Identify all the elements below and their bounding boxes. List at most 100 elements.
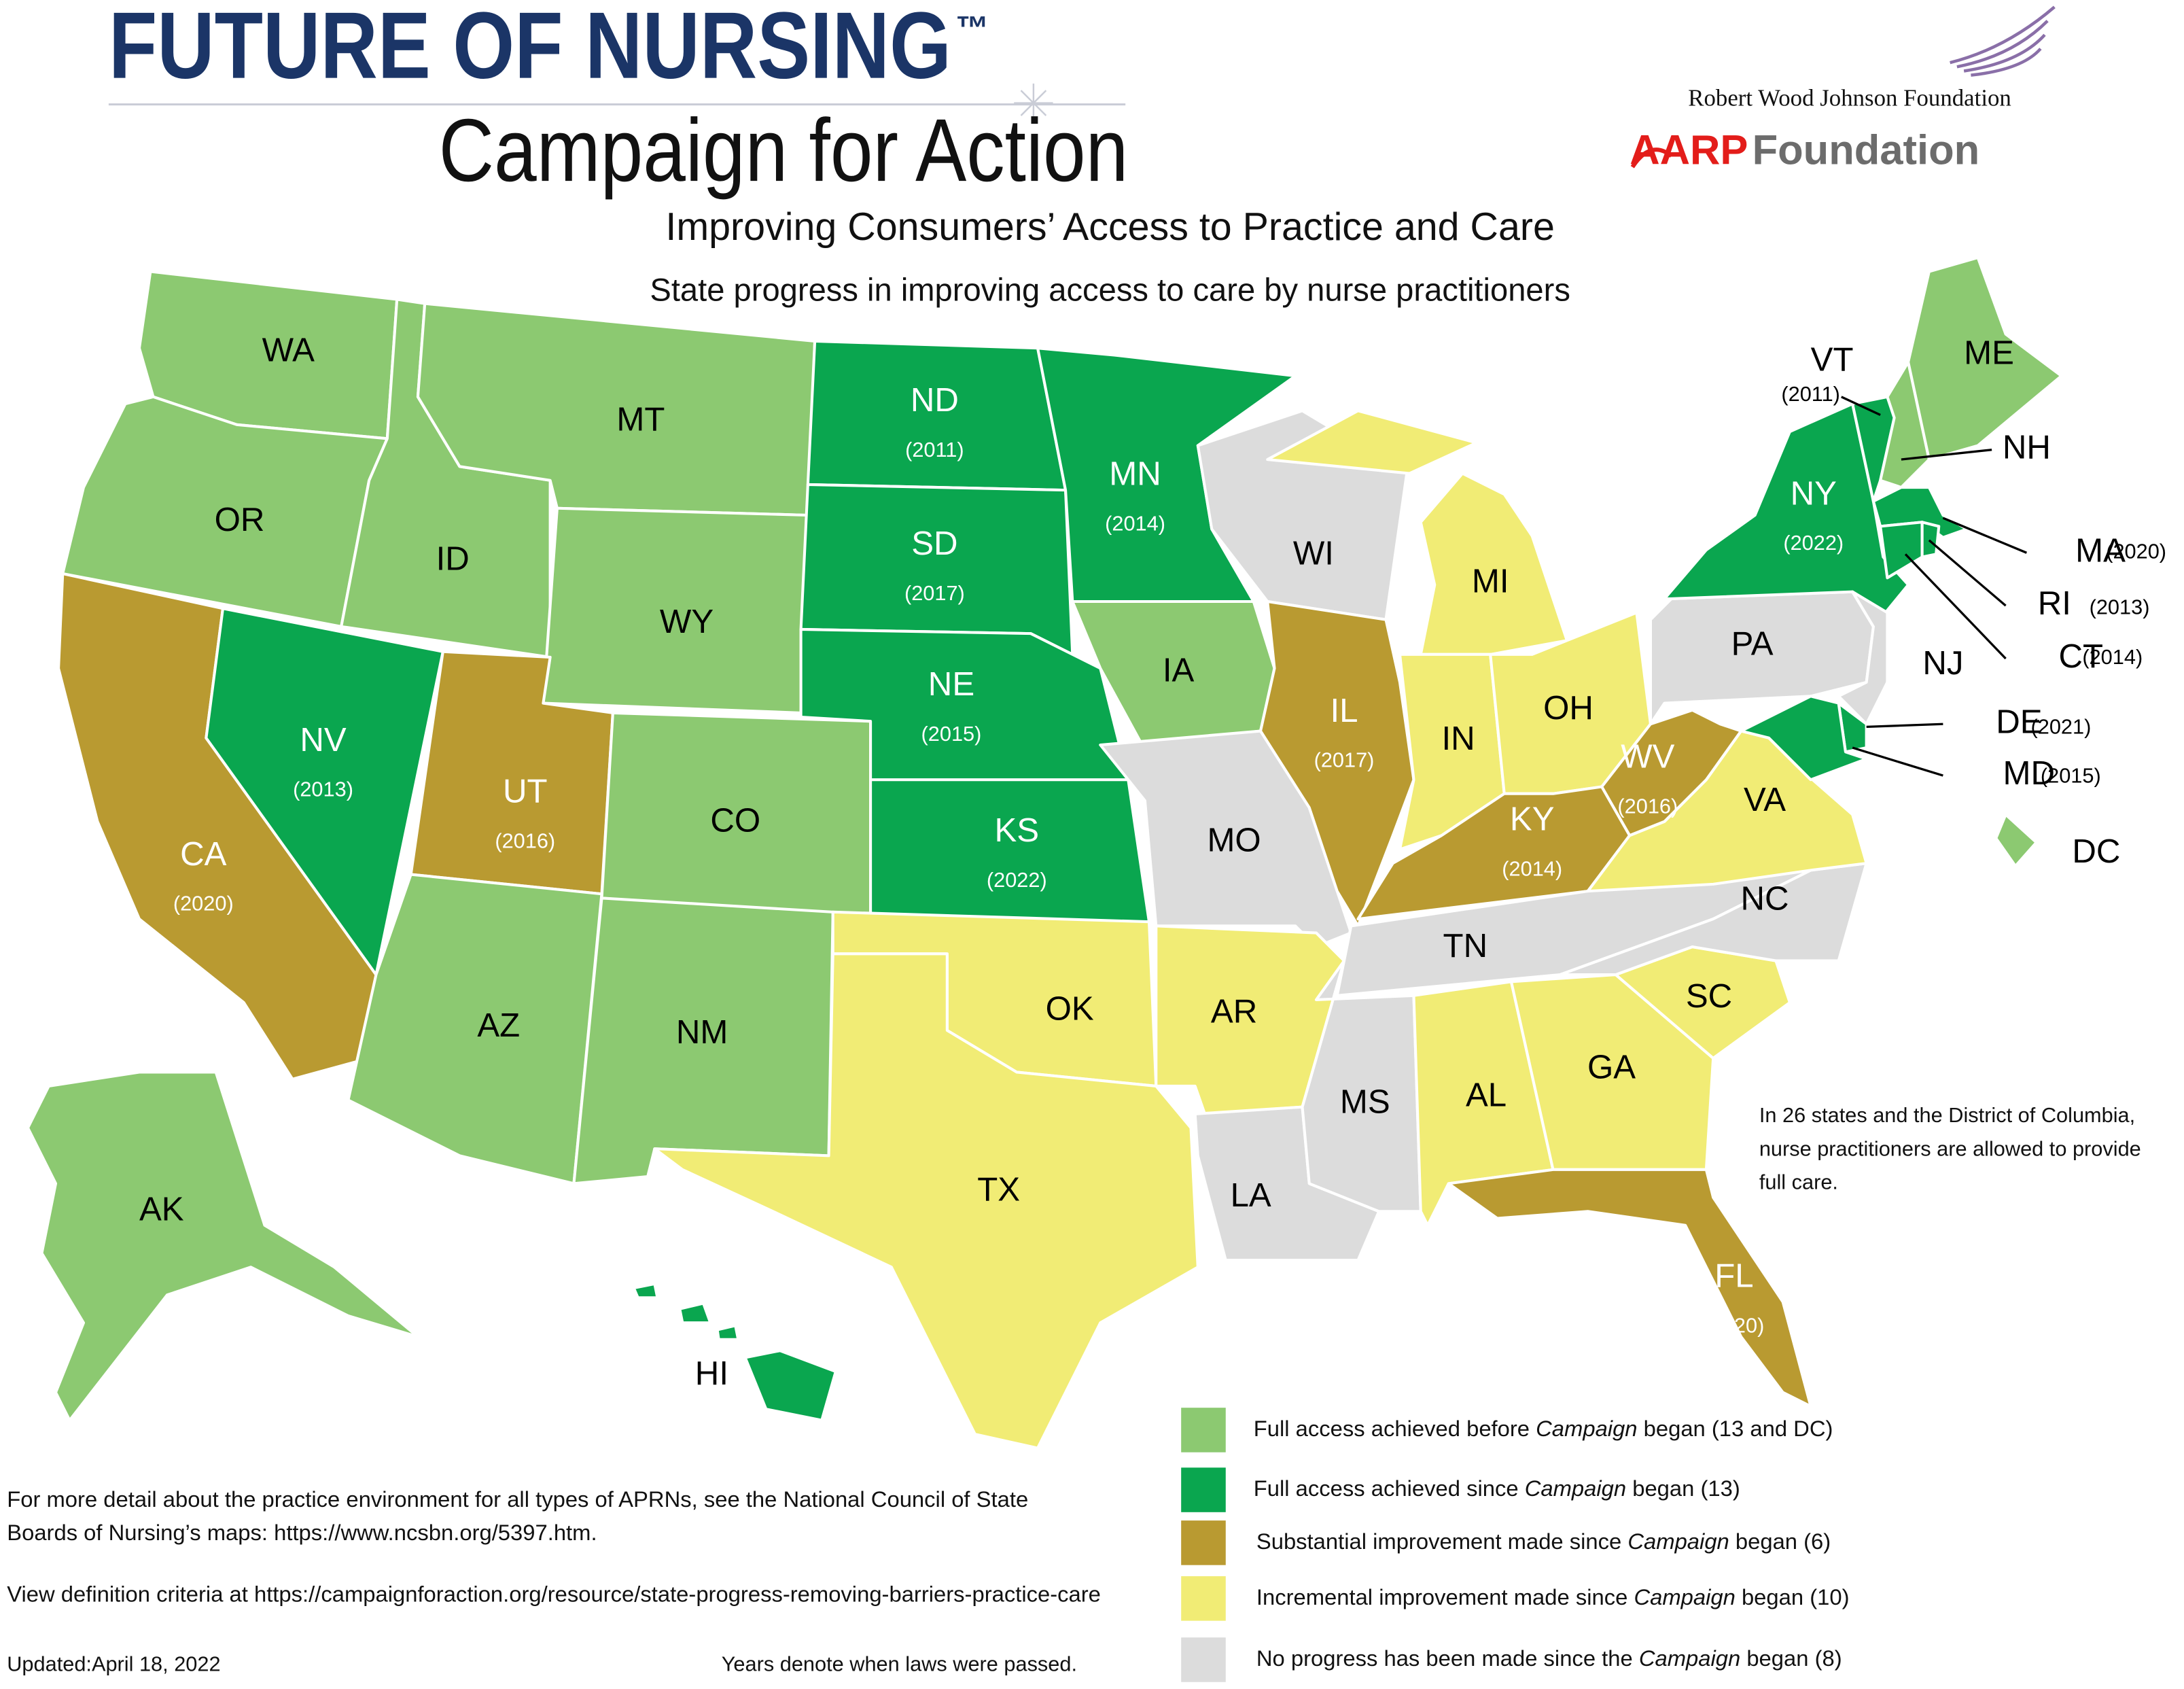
state-abbr: DC (2072, 833, 2120, 870)
state-abbr: ND (911, 381, 959, 419)
state-abbr: CT (2059, 638, 2104, 675)
legend-swatch (1181, 1576, 1226, 1621)
state-abbr: NE (928, 665, 974, 703)
state-abbr: MA (2075, 532, 2126, 569)
state-year: (2017) (1314, 748, 1375, 772)
legend-label-part: Full access achieved before (1254, 1416, 1536, 1441)
state-year: (2015) (2041, 763, 2101, 787)
state-shape (1837, 590, 1889, 726)
state-abbr: NH (2003, 429, 2051, 466)
subheading: State progress in improving access to ca… (650, 272, 1570, 308)
state-abbr: MD (2003, 754, 2056, 792)
state-abbr: AK (139, 1190, 184, 1227)
state-abbr: MI (1472, 562, 1509, 599)
state-shape (1994, 813, 2038, 868)
legend-swatch (1181, 1408, 1226, 1452)
state-shape (743, 1349, 837, 1422)
legend-label-part: Campaign (1627, 1529, 1729, 1554)
state-abbr: VT (1811, 341, 1854, 379)
state-abbr: WV (1621, 738, 1674, 776)
state-abbr: MN (1109, 455, 1161, 493)
legend-label: Substantial improvement made since Campa… (1256, 1529, 1831, 1554)
state-shape (1740, 695, 1868, 782)
state-shape (1907, 256, 2063, 462)
note-line: In 26 states and the District of Columbi… (1759, 1103, 2135, 1127)
state-abbr: RI (2038, 585, 2071, 622)
notes: In 26 states and the District of Columbi… (7, 1103, 2141, 1675)
trademark: ™ (955, 10, 989, 47)
rwjf-wing (1950, 5, 2056, 77)
legend-label-part: No progress has been made since the (1256, 1646, 1639, 1671)
state-abbr: IA (1163, 651, 1195, 689)
aarp-swoosh (1630, 147, 1673, 169)
legend-label-part: Campaign (1536, 1416, 1637, 1441)
state-shape (678, 1302, 712, 1325)
criteria: View definition criteria at https://camp… (7, 1581, 1101, 1606)
legend-label-part: Full access achieved since (1254, 1476, 1525, 1501)
state-abbr: SD (911, 525, 957, 562)
years-note: Years denote when laws were passed. (722, 1652, 1077, 1675)
state-abbr: LA (1231, 1177, 1271, 1214)
state-abbr: OR (215, 501, 265, 538)
state-shape (26, 1070, 419, 1422)
legend-swatch (1181, 1637, 1226, 1682)
detail-line: For more detail about the practice envir… (7, 1486, 1028, 1512)
legend-label-part: Incremental improvement made since (1256, 1584, 1634, 1609)
state-abbr: TX (977, 1171, 1020, 1208)
state-abbr: WI (1293, 534, 1334, 572)
legend-swatch (1181, 1467, 1226, 1512)
note-line: full care. (1759, 1170, 1838, 1194)
state-abbr: OK (1046, 990, 1094, 1027)
state-shape (716, 1324, 740, 1341)
state-abbr: MS (1340, 1083, 1390, 1121)
sparkle (1014, 83, 1053, 123)
state-abbr: NY (1791, 474, 1837, 512)
legend-label-part: Campaign (1634, 1584, 1735, 1609)
state-year: (2015) (921, 722, 982, 746)
state-year: (2022) (1783, 531, 1844, 555)
state-abbr: MT (616, 401, 665, 438)
state-year: (2020) (173, 892, 234, 916)
legend-label: Full access achieved before Campaign beg… (1254, 1416, 1833, 1441)
legend-label: No progress has been made since the Camp… (1256, 1646, 1842, 1671)
state-shape (1920, 521, 1941, 559)
state-abbr: DE (1996, 703, 2042, 740)
legend-swatch (1181, 1520, 1226, 1565)
state-abbr: KS (995, 812, 1040, 849)
subtitle: Campaign for Action (439, 100, 1129, 200)
state-year: (2014) (2082, 645, 2143, 669)
state-abbr: CA (180, 835, 227, 873)
state-abbr: HI (695, 1355, 728, 1392)
state-abbr: IN (1441, 720, 1475, 757)
state-shape (1447, 1168, 1812, 1408)
state-abbr: ME (1964, 334, 2014, 371)
note-line: nurse practitioners are allowed to provi… (1759, 1136, 2141, 1160)
state-abbr: FL (1714, 1257, 1753, 1295)
state-abbr: UT (503, 773, 548, 810)
state-shape (1879, 521, 1924, 580)
state-abbr: KY (1510, 801, 1555, 838)
state-year: (2021) (2031, 715, 2092, 739)
state-abbr: NJ (1922, 644, 1963, 682)
state-abbr: ID (436, 540, 470, 578)
state-abbr: NC (1741, 880, 1789, 917)
state-shape (632, 1282, 659, 1300)
state-abbr: OH (1543, 689, 1593, 727)
title: FUTURE OF NURSING (109, 0, 951, 99)
state-abbr: NV (300, 721, 347, 759)
state-year: (2016) (1617, 794, 1678, 818)
state-abbr: IL (1330, 692, 1358, 729)
state-abbr: CO (710, 802, 760, 839)
state-year: (2020) (1704, 1313, 1765, 1337)
legend-label-part: began (6) (1729, 1529, 1831, 1554)
state-shape (347, 873, 603, 1185)
state-abbr: GA (1587, 1048, 1636, 1085)
state-year: (2016) (495, 829, 555, 853)
state-abbr: AL (1466, 1076, 1507, 1113)
legend-label-part: began (10) (1736, 1584, 1850, 1609)
state-abbr: WA (262, 331, 315, 368)
state-abbr: AR (1211, 992, 1257, 1030)
foundation-logo: Foundation (1753, 127, 1980, 174)
